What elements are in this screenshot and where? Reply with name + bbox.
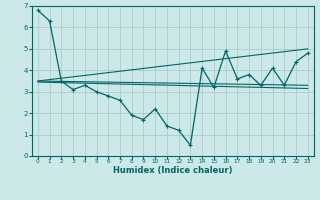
X-axis label: Humidex (Indice chaleur): Humidex (Indice chaleur) — [113, 166, 233, 175]
